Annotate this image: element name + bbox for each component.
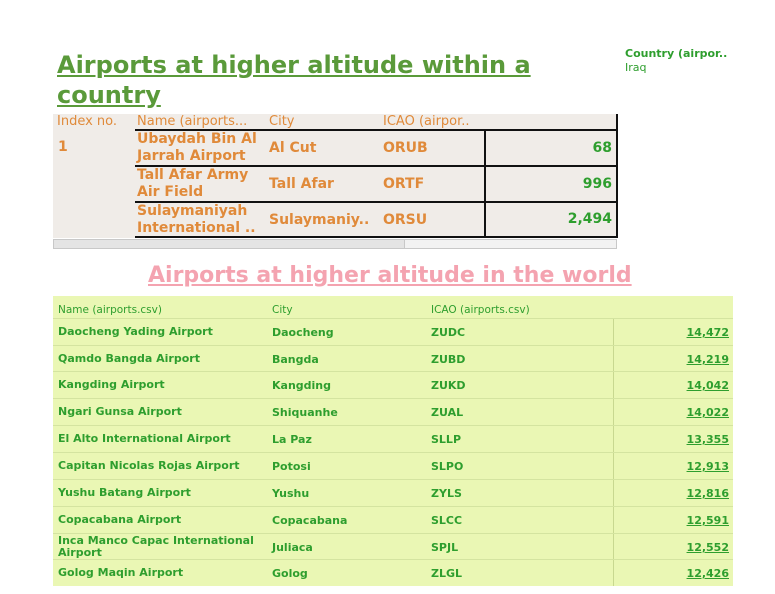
airport-icao: ZYLS xyxy=(431,487,462,500)
table-header: Name (airports.csv) City ICAO (airports.… xyxy=(53,304,733,318)
country-filter[interactable]: Country (airpor.. Iraq xyxy=(625,47,765,75)
table-row[interactable]: Daocheng Yading Airport Daocheng ZUDC 14… xyxy=(53,318,733,345)
header-icao[interactable]: ICAO (airports.csv) xyxy=(431,304,530,316)
airport-icao: ZUKD xyxy=(431,379,466,392)
airport-name: Copacabana Airport xyxy=(58,513,182,526)
airport-name: Ngari Gunsa Airport xyxy=(58,405,182,418)
country-airports-table: Index no. Name (airports... City ICAO (a… xyxy=(53,114,618,238)
header-name[interactable]: Name (airports.csv) xyxy=(58,304,162,316)
airport-icao: SLLP xyxy=(431,433,462,446)
airport-icao: ORUB xyxy=(383,140,428,156)
header-name[interactable]: Name (airports... xyxy=(137,114,248,129)
airport-name: Daocheng Yading Airport xyxy=(58,325,213,338)
airport-name: Qamdo Bangda Airport xyxy=(58,352,200,365)
table-row[interactable]: Yushu Batang Airport Yushu ZYLS 12,816 xyxy=(53,479,733,506)
header-city[interactable]: City xyxy=(272,304,293,316)
table-row[interactable]: Golog Maqin Airport Golog ZLGL 12,426 xyxy=(53,559,733,586)
airport-icao: SLCC xyxy=(431,514,463,527)
section-title: Airports at higher altitude in the world xyxy=(148,263,632,288)
airport-city: Kangding xyxy=(272,379,332,392)
table-header: Index no. Name (airports... City ICAO (a… xyxy=(53,114,618,129)
airport-altitude-link[interactable]: 12,552 xyxy=(686,541,729,554)
airport-name: Ubaydah Bin Al Jarrah Airport xyxy=(137,131,257,164)
airport-name: El Alto International Airport xyxy=(58,432,231,445)
table-row[interactable]: Ngari Gunsa Airport Shiquanhe ZUAL 14,02… xyxy=(53,398,733,425)
header-index[interactable]: Index no. xyxy=(57,114,118,129)
page-title: Airports at higher altitude within a cou… xyxy=(57,51,531,109)
table-row[interactable]: Capitan Nicolas Rojas Airport Potosi SLP… xyxy=(53,452,733,479)
airport-city: Bangda xyxy=(272,353,319,366)
airport-icao: ZUAL xyxy=(431,406,464,419)
airport-icao: ZLGL xyxy=(431,567,463,580)
airport-city: Copacabana xyxy=(272,514,348,527)
airport-city: La Paz xyxy=(272,433,312,446)
table-row[interactable]: El Alto International Airport La Paz SLL… xyxy=(53,425,733,452)
airport-altitude-link[interactable]: 12,426 xyxy=(686,567,729,580)
scrollbar-thumb[interactable] xyxy=(54,240,405,248)
airport-name: Capitan Nicolas Rojas Airport xyxy=(58,459,240,472)
airport-city: Al Cut xyxy=(269,140,317,156)
airport-altitude: 68 xyxy=(484,131,616,165)
header-icao[interactable]: ICAO (airpor.. xyxy=(383,114,470,129)
airport-city: Juliaca xyxy=(272,541,313,554)
airport-city: Yushu xyxy=(272,487,310,500)
airport-altitude-link[interactable]: 12,816 xyxy=(686,487,729,500)
airport-icao: ZUDC xyxy=(431,326,466,339)
airport-city: Sulaymaniy.. xyxy=(269,212,370,228)
table-row[interactable]: Sulaymaniyah International .. Sulaymaniy… xyxy=(135,201,618,238)
airport-icao: ORTF xyxy=(383,176,425,192)
airport-altitude-link[interactable]: 12,591 xyxy=(686,514,729,527)
airport-altitude-link[interactable]: 12,913 xyxy=(686,460,729,473)
table-row[interactable]: Copacabana Airport Copacabana SLCC 12,59… xyxy=(53,506,733,533)
filter-value[interactable]: Iraq xyxy=(625,61,647,74)
airport-name: Yushu Batang Airport xyxy=(58,486,191,499)
table-row[interactable]: Kangding Airport Kangding ZUKD 14,042 xyxy=(53,371,733,398)
table-row[interactable]: Qamdo Bangda Airport Bangda ZUBD 14,219 xyxy=(53,345,733,372)
airport-altitude: 2,494 xyxy=(484,203,616,236)
airport-name: Golog Maqin Airport xyxy=(58,566,184,579)
airport-name: Inca Manco Capac International Airport xyxy=(58,534,254,559)
table-border xyxy=(616,114,618,238)
airport-icao: ZUBD xyxy=(431,353,466,366)
index-value: 1 xyxy=(58,139,68,155)
airport-altitude-link[interactable]: 13,355 xyxy=(686,433,729,446)
world-airports-table: Name (airports.csv) City ICAO (airports.… xyxy=(53,296,733,586)
airport-altitude: 996 xyxy=(484,167,616,201)
horizontal-scrollbar[interactable] xyxy=(53,239,617,249)
airport-city: Shiquanhe xyxy=(272,406,338,419)
airport-name: Tall Afar Army Air Field xyxy=(137,167,249,200)
airport-city: Tall Afar xyxy=(269,176,334,192)
airport-altitude-link[interactable]: 14,219 xyxy=(686,353,729,366)
airport-altitude-link[interactable]: 14,042 xyxy=(686,379,729,392)
airport-altitude-link[interactable]: 14,022 xyxy=(686,406,729,419)
airport-city: Golog xyxy=(272,567,308,580)
header-city[interactable]: City xyxy=(269,114,295,129)
airport-icao: SLPO xyxy=(431,460,464,473)
airport-icao: SPJL xyxy=(431,541,459,554)
airport-icao: ORSU xyxy=(383,212,428,228)
airport-city: Daocheng xyxy=(272,326,334,339)
table-row[interactable]: Ubaydah Bin Al Jarrah Airport Al Cut ORU… xyxy=(135,129,618,165)
table-row[interactable]: Tall Afar Army Air Field Tall Afar ORTF … xyxy=(135,165,618,201)
airport-city: Potosi xyxy=(272,460,311,473)
table-row[interactable]: Inca Manco Capac International Airport J… xyxy=(53,533,733,560)
airport-name: Kangding Airport xyxy=(58,378,165,391)
filter-title: Country (airpor.. xyxy=(625,47,728,60)
airport-name: Sulaymaniyah International .. xyxy=(137,203,256,236)
airport-altitude-link[interactable]: 14,472 xyxy=(686,326,729,339)
